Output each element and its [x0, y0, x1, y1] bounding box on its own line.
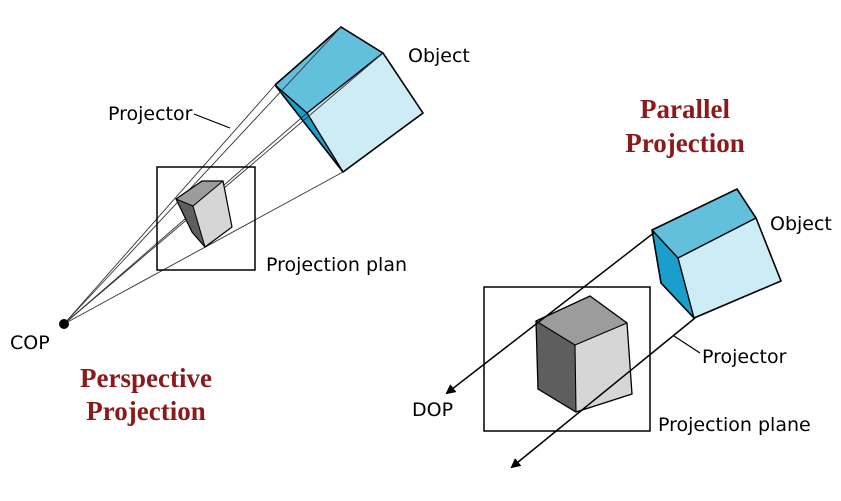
perspective-cube-vertical-edge — [306, 112, 344, 173]
parallel-projected-vertical-edge — [574, 344, 577, 413]
perspective-projection-plane — [156, 166, 256, 271]
perspective-projected-top-face — [176, 181, 223, 206]
perspective-projection: Object Projector Projection plan COP Per… — [10, 26, 470, 426]
parallel-projected-front-face — [575, 323, 632, 412]
parallel-cube-front-face — [678, 218, 781, 318]
parallel-projector-leader — [673, 335, 701, 354]
parallel-projection-plane — [483, 286, 651, 432]
perspective-projected-vertical-edge — [192, 205, 206, 248]
parallel-plane-label: Projection plane — [658, 414, 811, 436]
parallel-projector-ray-lower — [510, 317, 696, 469]
perspective-title-line2: Projection — [86, 396, 205, 426]
cop-label: COP — [10, 332, 50, 354]
perspective-title-line1: Perspective — [80, 363, 212, 393]
cop-point — [59, 319, 69, 329]
perspective-ray — [63, 84, 276, 325]
parallel-projected-side-face — [536, 321, 576, 412]
perspective-projected-side-face — [176, 199, 205, 247]
perspective-cube-front-face — [307, 53, 423, 172]
perspective-plane-label: Projection plan — [266, 254, 407, 276]
perspective-object-label: Object — [408, 45, 470, 67]
parallel-projection: Object Projector Projection plane DOP Pa… — [412, 94, 832, 469]
perspective-cube-outline — [274, 26, 425, 174]
parallel-projected-cube — [535, 295, 633, 413]
perspective-ray — [63, 171, 344, 325]
perspective-projector-label: Projector — [108, 103, 193, 125]
perspective-projector-leader — [193, 113, 231, 129]
parallel-cube-side-face — [652, 230, 694, 318]
parallel-object-label: Object — [770, 213, 832, 235]
parallel-object-cube — [651, 187, 783, 319]
perspective-object-cube — [274, 26, 425, 174]
parallel-cube-outline — [651, 187, 783, 319]
perspective-projected-front-face — [193, 181, 232, 247]
parallel-projector-label: Projector — [702, 346, 787, 368]
perspective-ray — [63, 26, 342, 325]
parallel-projected-outline — [535, 295, 633, 413]
parallel-title-line1: Parallel — [640, 94, 730, 124]
perspective-cube-top-face — [275, 27, 383, 113]
perspective-projected-cube — [175, 180, 233, 248]
parallel-cube-vertical-edge — [677, 257, 695, 319]
parallel-cube-top-face — [652, 189, 756, 258]
parallel-projected-top-face — [536, 296, 627, 345]
dop-label: DOP — [412, 399, 453, 421]
perspective-projected-outline — [175, 180, 233, 248]
parallel-title-line2: Projection — [625, 128, 744, 158]
parallel-projector-ray-upper — [445, 231, 656, 395]
